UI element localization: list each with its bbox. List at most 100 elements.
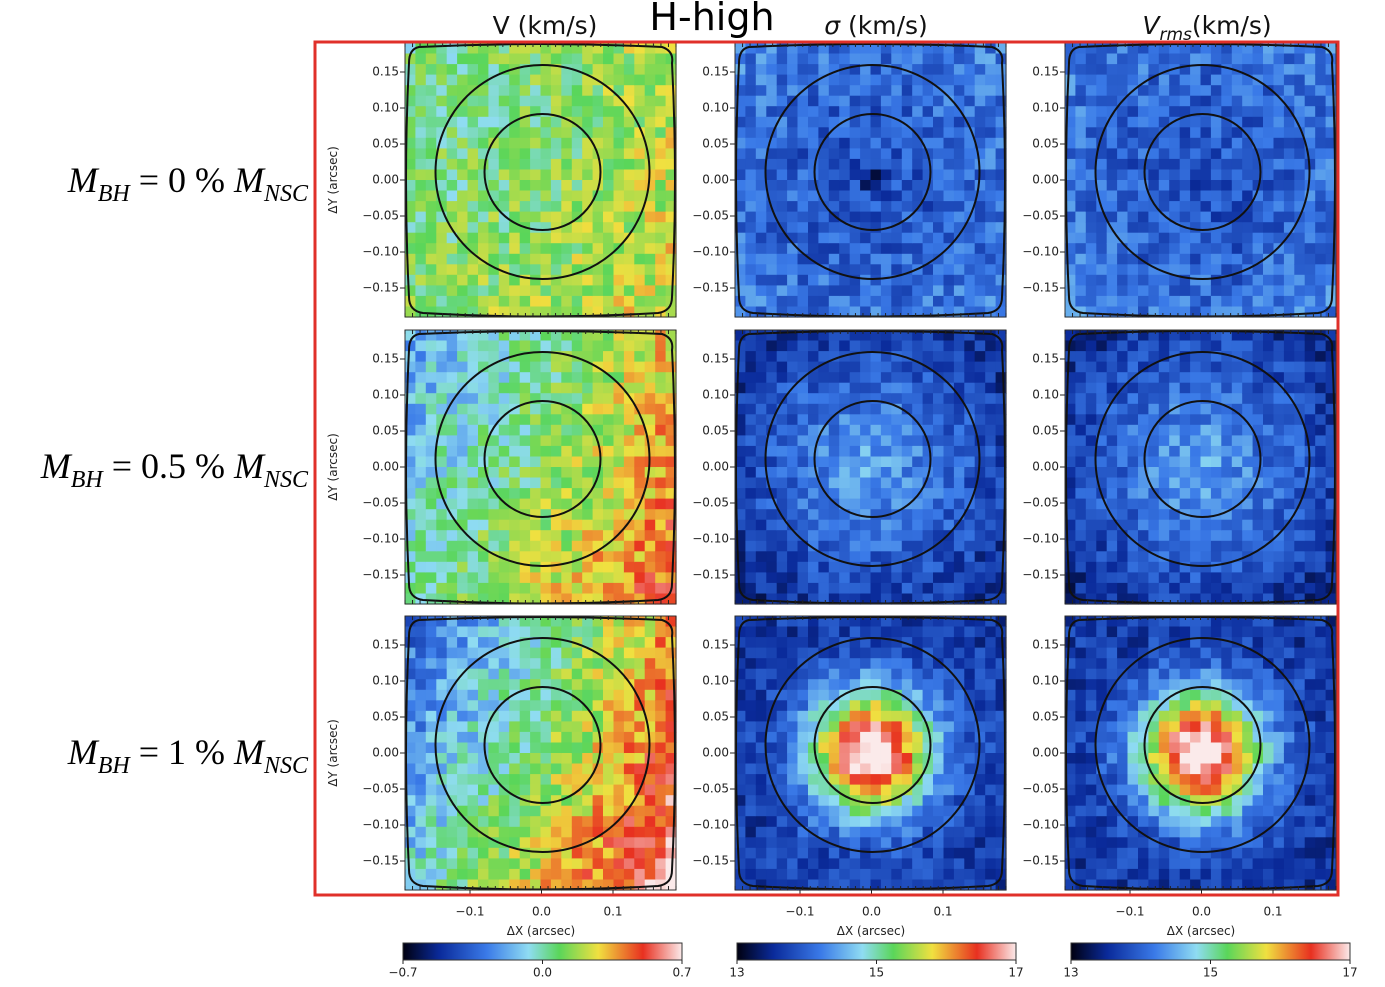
map-cell — [488, 540, 500, 552]
map-cell — [1294, 95, 1306, 107]
map-cell — [425, 340, 437, 352]
map-cell — [755, 127, 767, 139]
map-cell — [735, 74, 746, 86]
map-cell — [1158, 95, 1170, 107]
map-cell — [901, 519, 913, 531]
map-cell — [745, 127, 757, 139]
map-cell — [1210, 201, 1222, 213]
map-cell — [901, 106, 913, 118]
map-cell — [1242, 106, 1254, 118]
map-cell — [1315, 330, 1327, 342]
map-cell — [467, 403, 479, 415]
map-cell — [818, 361, 830, 373]
map-cell — [415, 837, 427, 849]
map-cell — [735, 85, 746, 97]
map-cell — [592, 222, 604, 234]
map-cell — [561, 593, 573, 605]
map-cell — [839, 509, 851, 521]
map-cell — [964, 435, 976, 447]
map-cell — [446, 742, 458, 754]
map-cell — [1221, 593, 1233, 605]
map-cell — [901, 372, 913, 384]
map-cell — [1273, 232, 1285, 244]
map-cell — [818, 148, 830, 160]
map-cell — [425, 658, 437, 670]
map-cell — [446, 540, 458, 552]
map-cell — [592, 190, 604, 202]
map-cell — [776, 190, 788, 202]
map-cell — [1263, 85, 1274, 97]
map-cell — [828, 561, 840, 573]
map-cell — [1263, 498, 1274, 510]
map-cell — [1304, 414, 1316, 426]
map-cell — [1315, 274, 1327, 286]
map-cell — [745, 232, 757, 244]
map-cell — [550, 551, 562, 563]
map-cell — [415, 731, 427, 743]
map-cell — [766, 169, 778, 181]
map-cell — [1283, 477, 1295, 489]
map-cell — [1158, 222, 1170, 234]
map-cell — [933, 488, 944, 500]
map-cell — [839, 106, 851, 118]
map-cell — [860, 190, 872, 202]
map-cell — [478, 700, 489, 712]
map-cell — [797, 274, 809, 286]
map-cell — [1190, 180, 1202, 192]
map-cell — [745, 148, 757, 160]
map-cell — [818, 53, 830, 65]
map-cell — [519, 393, 531, 405]
map-cell — [592, 351, 604, 363]
map-cell — [1075, 435, 1087, 447]
map-cell — [880, 424, 892, 436]
map-cell — [519, 784, 531, 796]
map-cell — [623, 540, 635, 552]
map-cell — [1221, 445, 1233, 457]
map-cell — [1263, 582, 1274, 594]
map-cell — [405, 201, 416, 213]
map-cell — [745, 137, 757, 149]
map-cell — [1304, 137, 1316, 149]
map-cell — [1273, 243, 1285, 255]
map-cell — [1169, 424, 1181, 436]
map-cell — [797, 509, 809, 521]
map-cell — [592, 295, 604, 307]
map-cell — [1242, 43, 1254, 55]
map-cell — [776, 64, 788, 76]
map-cell — [603, 393, 614, 405]
map-cell — [436, 95, 448, 107]
map-cell — [1221, 551, 1233, 563]
map-cell — [1210, 330, 1222, 342]
map-cell — [1075, 445, 1087, 457]
map-cell — [860, 158, 872, 170]
map-cell — [665, 561, 677, 573]
map-cell — [974, 393, 986, 405]
map-cell — [745, 445, 757, 457]
map-cell — [1179, 351, 1191, 363]
map-cell — [1190, 477, 1202, 489]
map-cell — [478, 274, 489, 286]
map-cell — [828, 519, 840, 531]
map-cell — [519, 285, 531, 297]
map-cell — [488, 572, 500, 584]
map-cell — [891, 148, 903, 160]
map-cell — [540, 393, 552, 405]
map-cell — [1263, 64, 1274, 76]
map-cell — [1263, 540, 1274, 552]
map-cell — [995, 351, 1007, 363]
map-cell — [849, 519, 861, 531]
map-cell — [478, 488, 489, 500]
map-cell — [787, 43, 799, 55]
map-cell — [603, 403, 614, 415]
map-cell — [870, 456, 882, 468]
map-cell — [808, 393, 819, 405]
map-cell — [550, 616, 562, 628]
map-cell — [1231, 85, 1243, 97]
map-cell — [644, 330, 656, 342]
map-cell — [1231, 285, 1243, 297]
map-cell — [912, 382, 924, 394]
map-cell — [498, 689, 510, 701]
map-cell — [745, 424, 757, 436]
map-cell — [1252, 106, 1264, 118]
map-cell — [818, 582, 830, 594]
